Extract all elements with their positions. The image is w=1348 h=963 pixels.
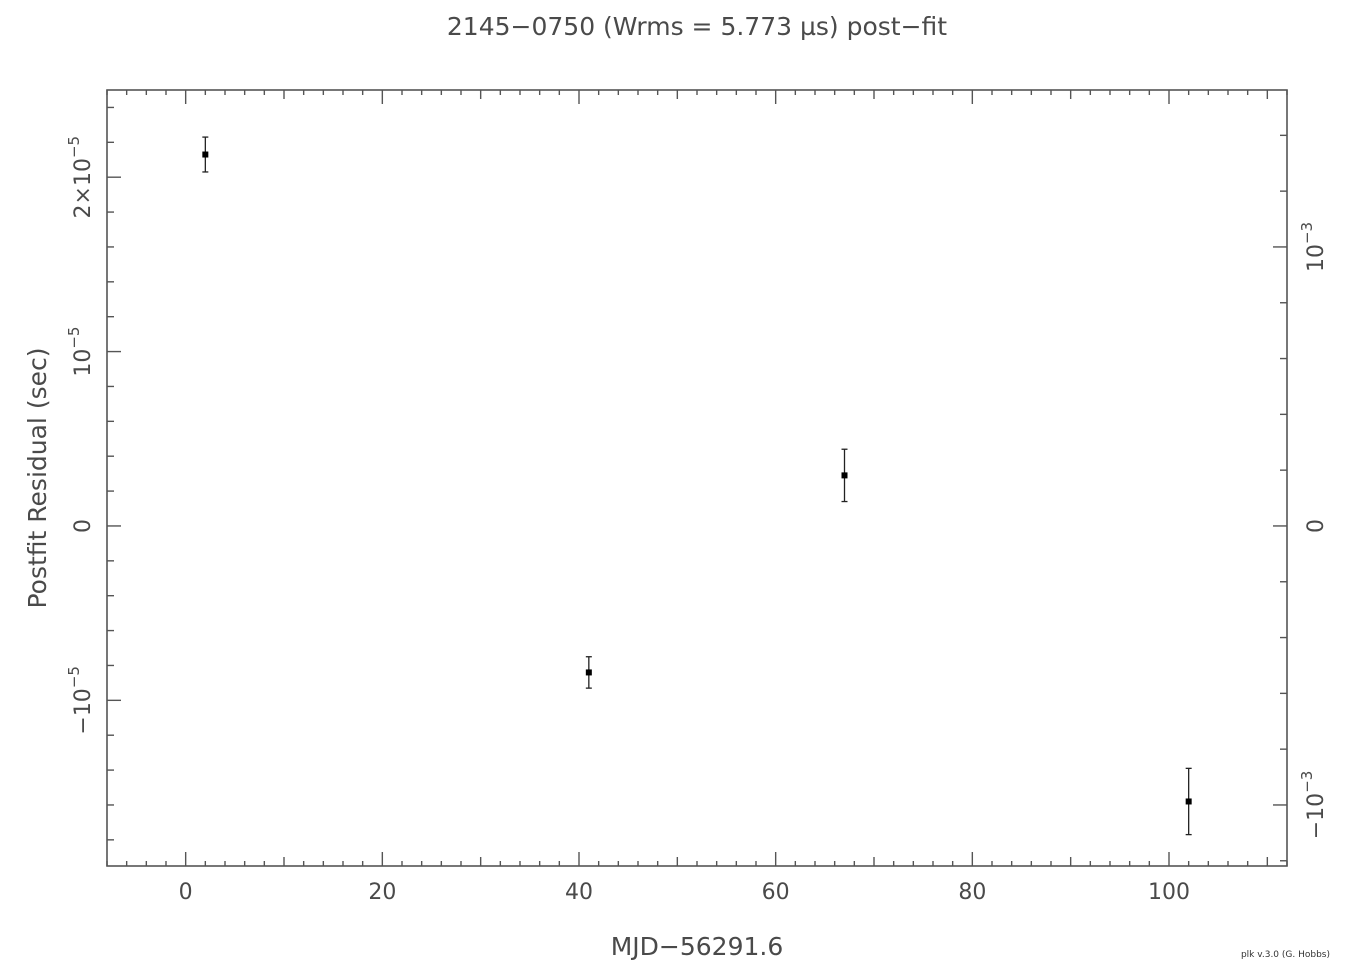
y2-tick-label: 0 bbox=[1304, 519, 1329, 533]
x-tick-label: 0 bbox=[179, 880, 193, 905]
y-tick-label: 2×10−5 bbox=[65, 136, 96, 219]
software-credit: plk v.3.0 (G. Hobbs) bbox=[1241, 950, 1330, 960]
data-point bbox=[841, 448, 848, 503]
x-tick-label: 60 bbox=[762, 880, 790, 905]
y-tick-labels: 2×10−5 10−5 0 −10−5 bbox=[65, 136, 96, 735]
x-tick-label: 40 bbox=[565, 880, 593, 905]
point-marker bbox=[585, 669, 592, 676]
axis-ticks bbox=[106, 90, 1288, 866]
y2-tick-label: −10−3 bbox=[1298, 771, 1329, 840]
y2-tick-labels: 10−3 0 −10−3 bbox=[1298, 222, 1329, 839]
chart-title: 2145−0750 (Wrms = 5.773 µs) post−fit bbox=[447, 12, 947, 41]
x-tick-label: 20 bbox=[368, 880, 396, 905]
x-axis-label: MJD−56291.6 bbox=[611, 932, 784, 961]
x-tick-label: 100 bbox=[1148, 880, 1190, 905]
y-tick-label: 10−5 bbox=[65, 327, 96, 377]
data-points bbox=[202, 136, 1192, 836]
x-tick-labels: 0 20 40 60 80 100 bbox=[179, 880, 1190, 905]
plot-frame bbox=[106, 89, 1288, 867]
y-tick-label: 0 bbox=[71, 519, 96, 533]
data-point bbox=[202, 136, 209, 173]
x-tick-label: 80 bbox=[958, 880, 986, 905]
y2-tick-label: 10−3 bbox=[1298, 222, 1329, 272]
point-marker bbox=[841, 472, 848, 479]
data-point bbox=[585, 656, 592, 689]
y-tick-label: −10−5 bbox=[65, 666, 96, 735]
y-axis-label: Postfit Residual (sec) bbox=[23, 348, 52, 609]
point-marker bbox=[1185, 798, 1192, 805]
data-point bbox=[1185, 767, 1192, 836]
point-marker bbox=[202, 151, 209, 158]
